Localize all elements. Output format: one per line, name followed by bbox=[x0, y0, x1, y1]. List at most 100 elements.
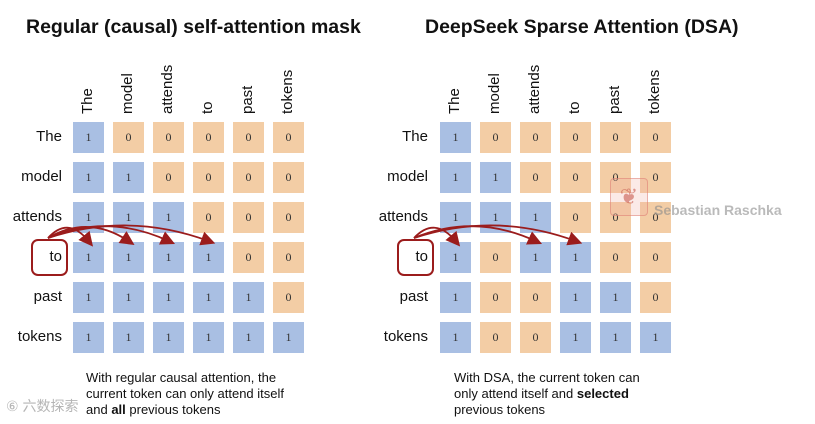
mask-cell: 1 bbox=[560, 282, 591, 313]
mask-cell: 0 bbox=[193, 162, 224, 193]
fern-logo-icon: ❦ bbox=[610, 178, 648, 216]
mask-cell: 0 bbox=[520, 122, 551, 153]
row-label: tokens bbox=[383, 328, 428, 345]
mask-cell: 1 bbox=[440, 122, 471, 153]
caption-line: only attend itself and selected bbox=[454, 386, 629, 401]
mask-cell: 0 bbox=[480, 122, 511, 153]
mask-cell: 1 bbox=[440, 282, 471, 313]
mask-cell: 1 bbox=[233, 282, 264, 313]
mask-cell: 0 bbox=[560, 202, 591, 233]
mask-cell: 0 bbox=[193, 202, 224, 233]
dsa-mask-title: DeepSeek Sparse Attention (DSA) bbox=[425, 16, 739, 38]
mask-cell: 0 bbox=[273, 282, 304, 313]
causal-mask-panel: Regular (causal) self-attention mask Wit… bbox=[0, 0, 400, 424]
mask-cell: 1 bbox=[153, 242, 184, 273]
row-label: past bbox=[399, 288, 428, 305]
row-label: model bbox=[21, 168, 62, 185]
mask-cell: 0 bbox=[480, 322, 511, 353]
mask-cell: 0 bbox=[153, 122, 184, 153]
mask-cell: 0 bbox=[640, 242, 671, 273]
mask-cell: 0 bbox=[273, 122, 304, 153]
mask-cell: 0 bbox=[600, 202, 631, 233]
mask-cell: 1 bbox=[73, 322, 104, 353]
mask-cell: 1 bbox=[600, 282, 631, 313]
mask-cell: 1 bbox=[560, 242, 591, 273]
mask-cell: 1 bbox=[73, 202, 104, 233]
mask-cell: 1 bbox=[73, 242, 104, 273]
attention-arrow bbox=[47, 225, 176, 245]
mask-cell: 0 bbox=[273, 202, 304, 233]
mask-cell: 0 bbox=[233, 122, 264, 153]
mask-cell: 1 bbox=[113, 202, 144, 233]
mask-cell: 1 bbox=[640, 322, 671, 353]
mask-cell: 0 bbox=[233, 162, 264, 193]
mask-cell: 0 bbox=[600, 122, 631, 153]
mask-cell: 0 bbox=[520, 322, 551, 353]
mask-cell: 1 bbox=[520, 242, 551, 273]
mask-cell: 1 bbox=[113, 322, 144, 353]
mask-cell: 0 bbox=[560, 122, 591, 153]
mask-cell: 0 bbox=[640, 202, 671, 233]
watermark-text: Sebastian Raschka bbox=[654, 202, 782, 218]
caption-line: With regular causal attention, the bbox=[86, 370, 277, 385]
mask-cell: 1 bbox=[273, 322, 304, 353]
dsa-mask-caption: With DSA, the current token can only att… bbox=[454, 370, 640, 418]
mask-cell: 0 bbox=[640, 122, 671, 153]
mask-cell: 1 bbox=[153, 322, 184, 353]
mask-cell: 1 bbox=[113, 242, 144, 273]
mask-cell: 1 bbox=[560, 322, 591, 353]
mask-cell: 1 bbox=[480, 162, 511, 193]
mask-cell: 1 bbox=[113, 282, 144, 313]
mask-cell: 1 bbox=[153, 282, 184, 313]
mask-cell: 1 bbox=[113, 162, 144, 193]
attention-arrow bbox=[413, 225, 543, 245]
mask-cell: 0 bbox=[153, 162, 184, 193]
mask-cell: 0 bbox=[113, 122, 144, 153]
row-label: tokens bbox=[17, 328, 62, 345]
causal-mask-title: Regular (causal) self-attention mask bbox=[26, 16, 361, 38]
mask-cell: 0 bbox=[480, 242, 511, 273]
mask-cell: 1 bbox=[153, 202, 184, 233]
mask-cell: 0 bbox=[600, 162, 631, 193]
current-token-highlight bbox=[397, 239, 434, 276]
mask-cell: 1 bbox=[480, 202, 511, 233]
row-label: The bbox=[36, 128, 62, 145]
mask-cell: 0 bbox=[480, 282, 511, 313]
mask-cell: 0 bbox=[520, 162, 551, 193]
mask-cell: 1 bbox=[193, 282, 224, 313]
mask-cell: 1 bbox=[73, 162, 104, 193]
row-label: to bbox=[49, 248, 62, 265]
row-label: The bbox=[402, 128, 428, 145]
mask-cell: 0 bbox=[640, 162, 671, 193]
row-label: attends bbox=[378, 208, 428, 225]
watermark: ❦ Sebastian Raschka bbox=[610, 178, 815, 218]
mask-cell: 0 bbox=[233, 202, 264, 233]
mask-cell: 1 bbox=[520, 202, 551, 233]
mask-cell: 0 bbox=[520, 282, 551, 313]
mask-cell: 1 bbox=[440, 162, 471, 193]
row-label: to bbox=[415, 248, 428, 265]
row-label: attends bbox=[12, 208, 62, 225]
row-label: past bbox=[33, 288, 62, 305]
mask-cell: 1 bbox=[73, 282, 104, 313]
caption-line: current token can only attend itself bbox=[86, 386, 285, 401]
mask-cell: 1 bbox=[440, 242, 471, 273]
mask-cell: 0 bbox=[600, 242, 631, 273]
mask-cell: 0 bbox=[273, 162, 304, 193]
caption-line: With DSA, the current token can bbox=[454, 370, 640, 385]
mask-cell: 0 bbox=[273, 242, 304, 273]
causal-mask-caption: With regular causal attention, the curre… bbox=[86, 370, 284, 418]
mask-cell: 0 bbox=[560, 162, 591, 193]
caption-line: and all previous tokens bbox=[86, 402, 221, 417]
current-token-highlight bbox=[31, 239, 68, 276]
corner-watermark: ⑥ 六数探索 bbox=[6, 398, 79, 414]
mask-cell: 1 bbox=[233, 322, 264, 353]
mask-cell: 0 bbox=[233, 242, 264, 273]
mask-cell: 1 bbox=[193, 322, 224, 353]
caption-line: previous tokens bbox=[454, 402, 546, 417]
mask-cell: 1 bbox=[440, 202, 471, 233]
row-label: model bbox=[387, 168, 428, 185]
mask-cell: 1 bbox=[73, 122, 104, 153]
mask-cell: 1 bbox=[440, 322, 471, 353]
mask-cell: 0 bbox=[193, 122, 224, 153]
